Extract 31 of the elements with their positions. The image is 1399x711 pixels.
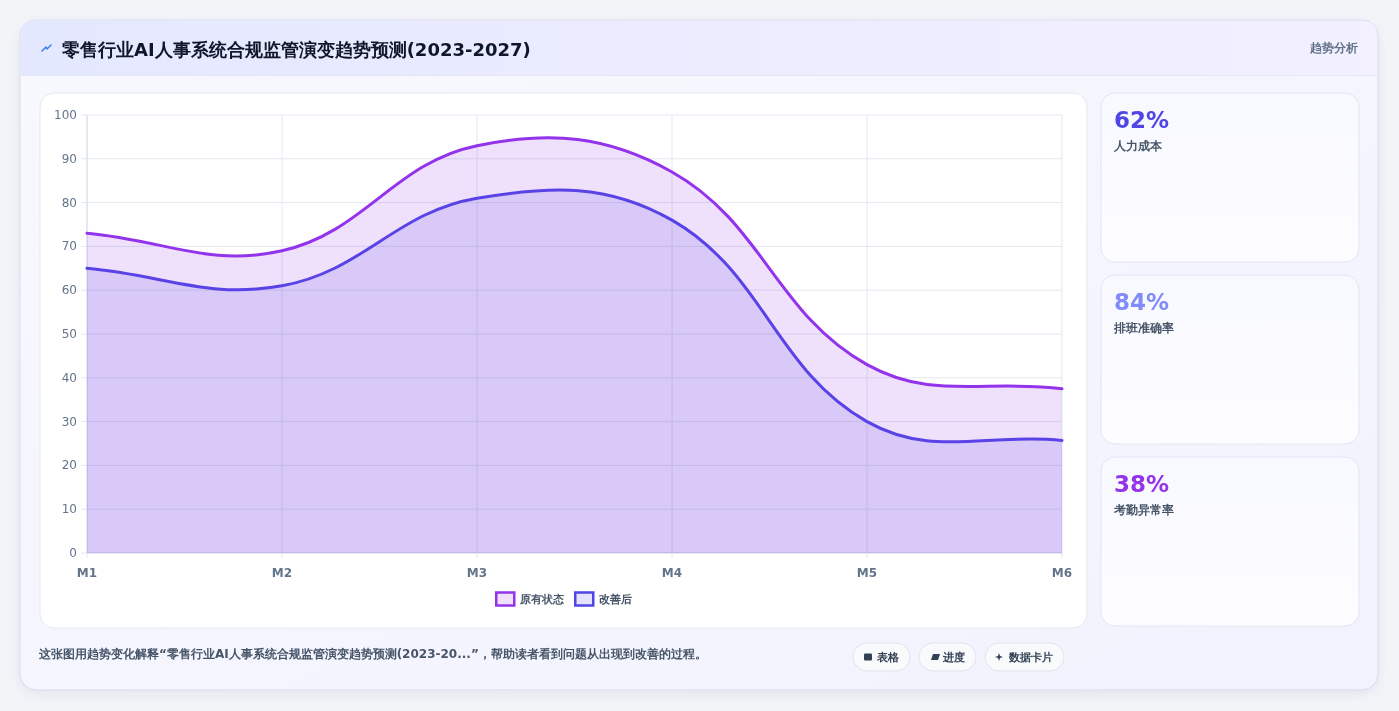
y-tick-label: 20 [61, 458, 77, 473]
text: 考勤异常率 [1113, 503, 1174, 517]
text: 进度 [942, 651, 965, 664]
x-tick-label: M5 [856, 566, 878, 580]
x-tick-label: M4 [661, 566, 683, 580]
legend-label: 原有状态 [519, 593, 565, 606]
text: 表格 [876, 651, 900, 664]
text: 人力成本 [1113, 139, 1163, 153]
text: 数据卡片 [1008, 651, 1053, 664]
x-tick-label: M1 [76, 566, 98, 580]
y-tick-label: 50 [61, 327, 77, 341]
legend-label: 改善后 [599, 593, 632, 606]
text: 62% [1114, 107, 1170, 133]
text: 38% [1114, 471, 1170, 497]
text: 排班准确率 [1113, 321, 1174, 335]
chart-title: 零售行业AI人事系统合规监管演变趋势预测(2023-2027) [62, 39, 531, 60]
y-tick-label: 70 [61, 239, 77, 254]
y-tick-label: 100 [54, 108, 77, 122]
y-tick-label: 40 [61, 370, 77, 385]
y-tick-label: 60 [61, 283, 77, 298]
text: 84% [1114, 289, 1170, 315]
text: 这张图用趋势变化解释“零售行业AI人事系统合规监管演变趋势预测(2023-20...”，帮助读者看到问题从出现到改善的过程。 [38, 647, 707, 661]
y-tick-label: 0 [69, 546, 77, 560]
x-tick-label: M2 [271, 566, 293, 580]
y-tick-label: 10 [61, 502, 77, 517]
y-tick-label: 90 [61, 151, 77, 166]
x-tick-label: M6 [1051, 566, 1073, 580]
y-tick-label: 30 [61, 414, 77, 429]
x-tick-label: M3 [466, 566, 488, 580]
text: 趋势分析 [1309, 41, 1358, 55]
y-tick-label: 80 [61, 195, 77, 210]
